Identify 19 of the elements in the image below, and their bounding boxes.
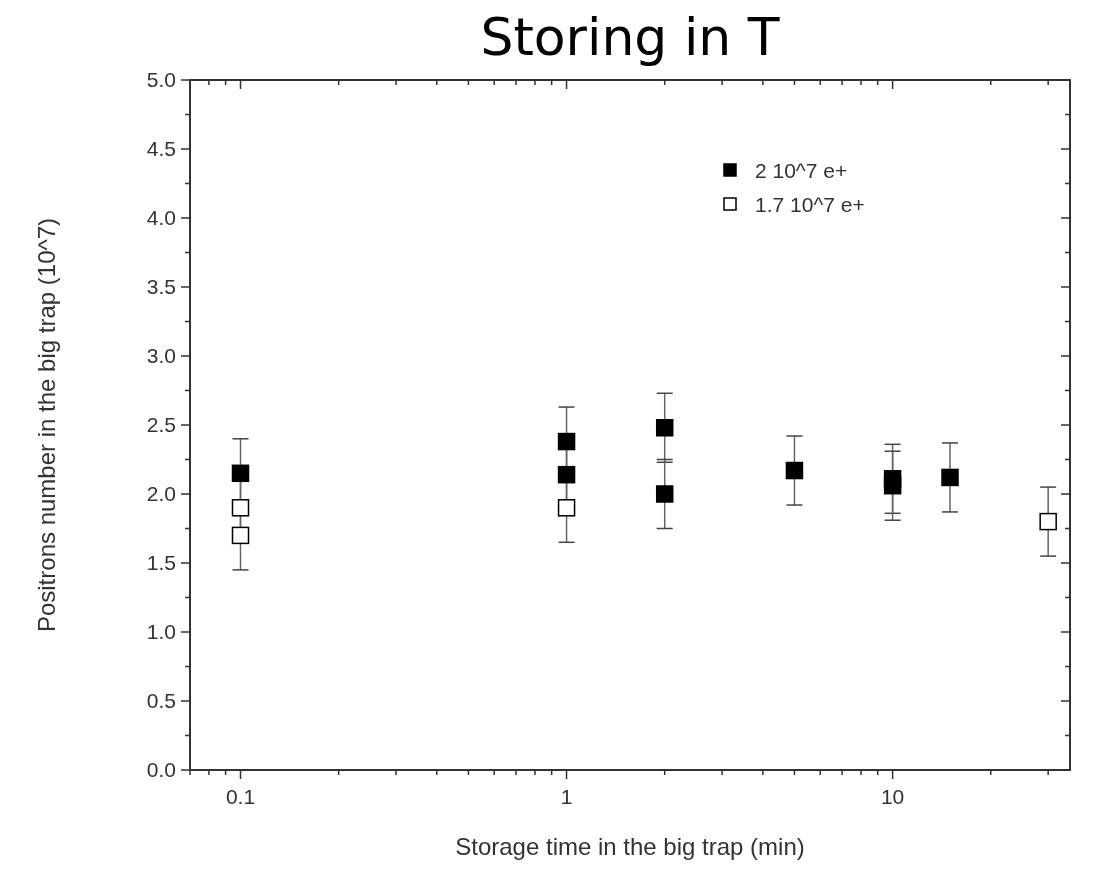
y-tick-label: 0.0 <box>146 758 176 781</box>
y-tick-label: 3.0 <box>146 344 176 367</box>
x-tick-label: 0.1 <box>225 785 256 808</box>
legend-label: 1.7 10^7 e+ <box>755 193 865 216</box>
y-tick-label: 2.0 <box>146 482 176 505</box>
x-tick-label: 1 <box>560 785 573 808</box>
y-tick-label: 3.5 <box>146 275 176 298</box>
y-tick-label: 1.5 <box>146 551 176 574</box>
legend-label: 2 10^7 e+ <box>755 159 848 182</box>
y-tick-label: 4.5 <box>146 137 176 160</box>
x-tick-label: 10 <box>880 785 905 808</box>
x-axis-title: Storage time in the big trap (min) <box>455 833 805 860</box>
y-tick-label: 4.0 <box>146 206 176 229</box>
y-axis-title: Positrons number in the big trap (10^7) <box>33 217 60 633</box>
y-tick-label: 2.5 <box>146 413 176 436</box>
y-tick-label: 0.5 <box>146 689 176 712</box>
chart-title: Storing in T <box>480 7 780 67</box>
y-tick-label: 1.0 <box>146 620 176 643</box>
y-tick-label: 5.0 <box>146 68 176 91</box>
